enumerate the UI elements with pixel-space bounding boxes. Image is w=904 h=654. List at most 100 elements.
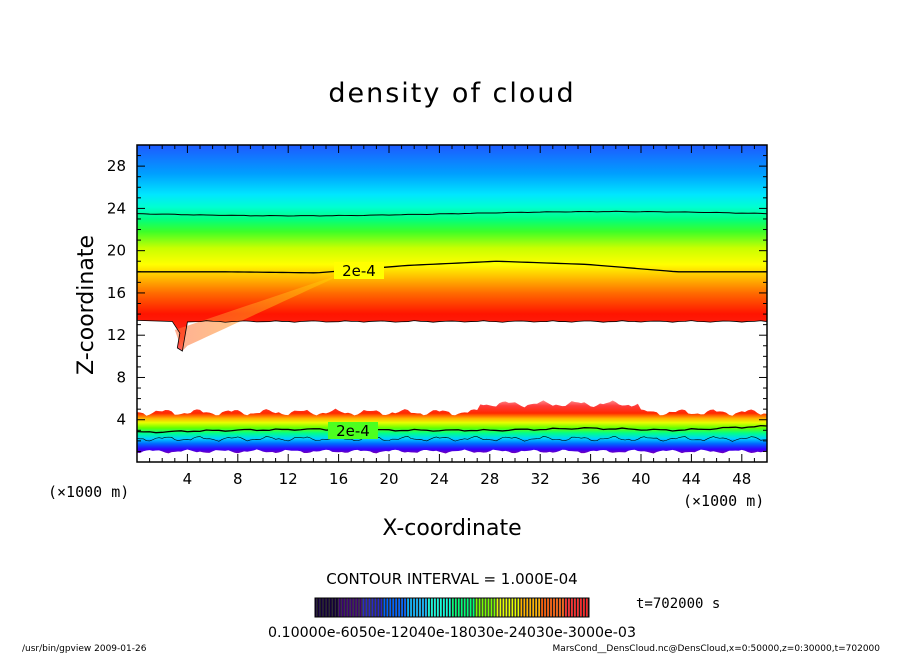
colorbar-swatch [523,598,526,617]
colorbar-swatch [419,598,421,617]
colorbar-divider [417,598,420,617]
colorbar-divider [566,598,569,617]
colorbar-divider [587,598,589,617]
contour-interval-text: CONTOUR INTERVAL = 1.000E-04 [326,570,577,588]
colorbar-divider [403,598,405,617]
contour-line-upper-base [137,320,767,352]
colorbar-swatch [541,598,543,617]
colorbar-divider [432,598,435,617]
colorbar-swatch [562,598,564,617]
colorbar-divider [581,598,584,617]
colorbar-divider [429,598,432,617]
colorbar-divider [319,598,321,617]
colorbar-swatch [583,598,585,617]
colorbar-swatch [517,598,520,617]
colorbar-divider [355,598,357,617]
colorbar-swatch [422,598,424,617]
colorbar-divider [480,598,482,617]
colorbar-swatch [395,598,398,617]
colorbar-swatch [499,598,502,617]
colorbar-swatch [389,598,392,617]
colorbar-divider [548,598,551,617]
colorbar-divider [545,598,548,617]
colorbar-swatch [452,598,454,617]
colorbar-swatch [353,598,356,617]
colorbar-divider [358,598,360,617]
x-tick-label: 16 [329,470,348,488]
colorbar-swatch [449,598,451,617]
colorbar-swatch [401,598,404,617]
colorbar-divider [370,598,372,617]
colorbar-swatch [398,598,401,617]
colorbar-divider [376,598,378,617]
colorbar-swatch [317,598,320,617]
x-tick-label: 36 [581,470,600,488]
colorbar-divider [447,598,450,617]
x-tick-label: 32 [531,470,550,488]
colorbar-divider [483,598,485,617]
colorbar-swatch [362,598,365,617]
x-tick-labels: 4 8 12 16 20 24 28 32 36 40 44 48 [183,470,752,488]
colorbar-divider [459,598,461,617]
colorbar-divider [537,598,539,617]
colorbar-swatch [323,598,326,617]
time-label: t=702000 s [636,596,720,612]
axis-ticks [137,145,767,462]
colorbar-swatch [538,598,541,617]
colorbar-swatch [469,598,472,617]
colorbar-divider [572,598,575,617]
colorbar-divider [325,598,327,617]
colorbar-swatch [514,598,517,617]
colorbar-divider [528,598,530,617]
colorbar-swatch [535,598,538,617]
colorbar-swatch [568,598,570,617]
colorbar-swatch [392,598,395,617]
colorbar-swatch [577,598,579,617]
y-tick-label: 8 [116,368,126,386]
colorbar-swatch [416,598,418,617]
colorbar-swatch [380,598,383,617]
colorbar-swatch [493,598,496,617]
colorbar-divider [456,598,458,617]
colorbar-divider [557,598,560,617]
colorbar-swatch [377,598,380,617]
y-tick-label: 28 [107,157,126,175]
colorbar-divider [438,598,441,617]
footer-right: MarsCond__DensCloud.nc@DensCloud,x=0:500… [553,644,881,654]
colorbar-swatch [410,598,412,617]
colorbar-divider [414,598,417,617]
colorbar-divider [468,598,470,617]
upper-cloud-layer [137,145,767,352]
chart-title: density of cloud [328,78,575,109]
colorbar-divider [507,598,509,617]
colorbar-divider [423,598,426,617]
colorbar-divider [501,598,503,617]
colorbar-divider [584,598,587,617]
colorbar-divider [435,598,438,617]
colorbar-swatch [329,598,332,617]
colorbar-swatch [472,598,475,617]
colorbar-divider [343,598,345,617]
colorbar-swatch [320,598,323,617]
colorbar-divider [510,598,512,617]
colorbar-divider [465,598,467,617]
lower-cloud-layer [137,400,767,454]
colorbar-divider [531,598,533,617]
x-tick-label: 12 [279,470,298,488]
colorbar-swatch [359,598,362,617]
colorbar-divider [477,598,479,617]
colorbar-divider [569,598,572,617]
contour-line-lower-2e-4 [137,424,767,434]
x-tick-label: 4 [183,470,193,488]
colorbar-swatch [386,598,389,617]
colorbar-swatch [457,598,460,617]
colorbar-divider [346,598,348,617]
y-tick-label: 20 [107,242,126,260]
colorbar-divider [420,598,423,617]
colorbar-divider [426,598,429,617]
colorbar-divider [474,598,476,617]
colorbar-divider [373,598,375,617]
colorbar-divider [486,598,488,617]
colorbar-divider [519,598,521,617]
